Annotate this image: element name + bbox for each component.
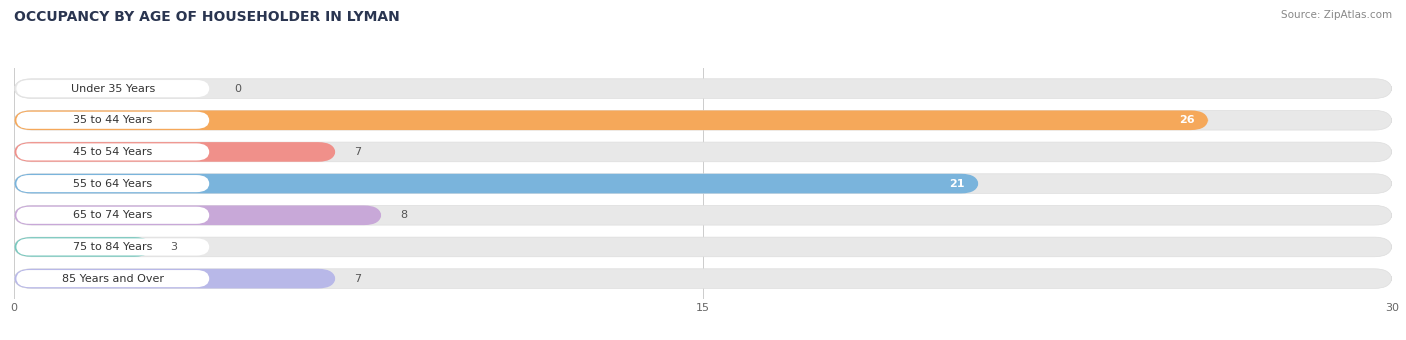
Text: 75 to 84 Years: 75 to 84 Years	[73, 242, 152, 252]
Text: 7: 7	[354, 147, 361, 157]
FancyBboxPatch shape	[14, 237, 152, 257]
Text: 0: 0	[235, 84, 242, 94]
FancyBboxPatch shape	[14, 174, 979, 193]
FancyBboxPatch shape	[14, 79, 1392, 98]
Text: 35 to 44 Years: 35 to 44 Years	[73, 115, 152, 125]
Text: Source: ZipAtlas.com: Source: ZipAtlas.com	[1281, 10, 1392, 20]
FancyBboxPatch shape	[14, 205, 381, 225]
FancyBboxPatch shape	[17, 80, 209, 97]
FancyBboxPatch shape	[17, 175, 209, 192]
FancyBboxPatch shape	[17, 238, 209, 255]
FancyBboxPatch shape	[14, 269, 1392, 288]
FancyBboxPatch shape	[14, 237, 1392, 257]
FancyBboxPatch shape	[14, 110, 1208, 130]
Text: Under 35 Years: Under 35 Years	[70, 84, 155, 94]
Text: 7: 7	[354, 274, 361, 284]
FancyBboxPatch shape	[14, 142, 1392, 162]
FancyBboxPatch shape	[17, 112, 209, 129]
FancyBboxPatch shape	[17, 270, 209, 287]
Text: 21: 21	[949, 178, 965, 189]
Text: OCCUPANCY BY AGE OF HOUSEHOLDER IN LYMAN: OCCUPANCY BY AGE OF HOUSEHOLDER IN LYMAN	[14, 10, 399, 24]
FancyBboxPatch shape	[14, 174, 1392, 193]
Text: 85 Years and Over: 85 Years and Over	[62, 274, 165, 284]
FancyBboxPatch shape	[14, 110, 1392, 130]
Text: 55 to 64 Years: 55 to 64 Years	[73, 178, 152, 189]
FancyBboxPatch shape	[17, 143, 209, 160]
Text: 26: 26	[1178, 115, 1195, 125]
Text: 45 to 54 Years: 45 to 54 Years	[73, 147, 152, 157]
FancyBboxPatch shape	[17, 207, 209, 224]
Text: 65 to 74 Years: 65 to 74 Years	[73, 210, 152, 220]
FancyBboxPatch shape	[14, 269, 336, 288]
Text: 3: 3	[170, 242, 177, 252]
FancyBboxPatch shape	[14, 205, 1392, 225]
Text: 8: 8	[399, 210, 406, 220]
FancyBboxPatch shape	[14, 142, 336, 162]
